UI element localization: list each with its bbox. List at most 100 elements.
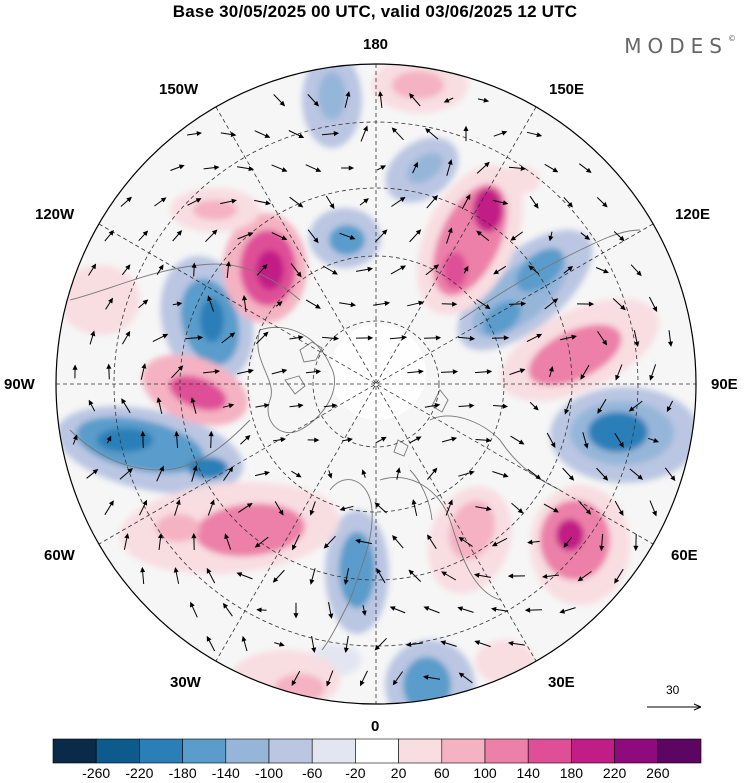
wind-vector-head	[108, 500, 114, 506]
wind-vector-head	[106, 363, 112, 369]
wind-vector-head	[173, 567, 179, 573]
wind-vector-head	[281, 167, 288, 172]
wind-vector-head	[434, 403, 441, 408]
wind-vector-head	[176, 301, 183, 307]
wind-vector-head	[298, 133, 305, 138]
wind-vector-head	[447, 159, 453, 166]
wind-vector-head	[248, 166, 255, 172]
lon-label-120e: 120E	[675, 206, 711, 223]
wind-vector-head	[468, 470, 475, 476]
wind-vector-head	[381, 229, 388, 235]
colorbar-tick-label: 180	[559, 765, 584, 781]
wind-vector-head	[585, 167, 592, 173]
colorbar-swatch	[182, 738, 227, 764]
wind-vector-head	[563, 542, 569, 548]
wind-vector-head	[254, 542, 261, 548]
wind-vector-head	[309, 509, 315, 516]
wind-vector-head	[552, 298, 559, 304]
wind-vector-head	[281, 235, 288, 240]
wind-vector-head	[432, 467, 438, 474]
wind-vector-head	[361, 469, 367, 475]
vector-reference-label: 30	[666, 683, 680, 697]
lon-label-30w: 30W	[170, 674, 201, 691]
wind-vector-head	[333, 335, 340, 341]
wind-vector-head	[160, 197, 167, 203]
wind-vector-head	[329, 203, 335, 210]
colorbar-swatch	[52, 738, 97, 764]
wind-vector-head	[272, 577, 279, 583]
wind-vector-head	[409, 93, 415, 99]
colorbar-tick-label: -60	[302, 765, 323, 781]
wind-vector-head	[469, 403, 475, 409]
wind-vector-head	[637, 474, 644, 480]
wind-vector-head	[331, 403, 338, 409]
wind-vector-head	[483, 97, 490, 103]
wind-vector-head	[72, 434, 78, 441]
wind-vector-head	[348, 165, 355, 171]
colorbar-tick-label: -260	[82, 765, 111, 781]
wind-vector-head	[177, 365, 184, 371]
wind-vector-head	[389, 606, 396, 611]
wind-vector-head	[361, 610, 367, 616]
wind-vector-head	[347, 437, 353, 443]
wind-vector-head	[413, 161, 419, 168]
colorbar-tick-label: 260	[646, 765, 670, 781]
wind-vector-head	[262, 263, 268, 270]
wind-vector-head	[583, 443, 589, 449]
wind-vector-head	[159, 465, 164, 472]
lon-label-90w: 90W	[4, 376, 35, 393]
wind-vector-head	[520, 301, 527, 307]
wind-vector-head	[602, 475, 609, 481]
wind-vector-head	[313, 100, 319, 107]
wind-vector-head	[519, 368, 526, 374]
colorbar-swatch	[484, 738, 529, 764]
wind-vector-head	[228, 466, 234, 473]
wind-vector-head	[528, 265, 534, 271]
wind-vector-head	[363, 198, 369, 204]
colorbar-swatch	[571, 738, 615, 764]
colorbar-tick-label: 220	[602, 765, 627, 781]
lon-label-150w: 150W	[159, 81, 199, 98]
anomaly-field	[56, 64, 696, 704]
wind-vector-head	[106, 435, 112, 442]
wind-vector-head	[469, 335, 476, 341]
wind-vector-head	[476, 230, 482, 236]
wind-vector-head	[527, 539, 533, 545]
wind-vector-head	[108, 297, 114, 304]
wind-vector-head	[121, 398, 127, 405]
wind-vector-head	[559, 608, 566, 614]
wind-vector-head	[309, 579, 315, 585]
wind-vector-head	[484, 304, 491, 310]
wind-vector-head	[332, 269, 338, 275]
wind-vector-head	[443, 97, 450, 103]
wind-vector-head	[280, 437, 287, 443]
wind-vector-head	[291, 680, 297, 687]
lon-label-180: 180	[363, 36, 389, 53]
wind-vector-head	[192, 465, 198, 472]
modes-logo: MODES©	[624, 34, 736, 58]
wind-vector-head	[376, 568, 382, 574]
wind-vector-head	[603, 268, 609, 274]
wind-vector-head	[278, 509, 284, 516]
wind-vector-head	[457, 606, 464, 612]
wind-vector-head	[264, 470, 271, 476]
wind-vector-head	[156, 397, 162, 403]
wind-vector-head	[228, 403, 235, 409]
wind-vector-head	[418, 300, 424, 306]
wind-vector-head	[209, 499, 215, 506]
wind-vector-head	[296, 271, 302, 278]
wind-vector-head	[518, 439, 525, 445]
wind-vector-head	[208, 430, 214, 437]
map-boundary	[55, 63, 697, 705]
wind-vector-head	[360, 680, 365, 687]
wind-vector-head	[124, 533, 130, 539]
wind-vector-head	[293, 613, 299, 619]
wind-vector-head	[535, 474, 542, 480]
wind-vector-head	[447, 227, 453, 234]
colorbar-swatch	[441, 738, 486, 764]
wind-vector-head	[326, 680, 331, 687]
wind-vector-head	[463, 125, 469, 131]
wind-vector-head	[281, 368, 288, 374]
wind-vector-head	[588, 301, 595, 307]
wind-vector-head	[618, 441, 624, 448]
